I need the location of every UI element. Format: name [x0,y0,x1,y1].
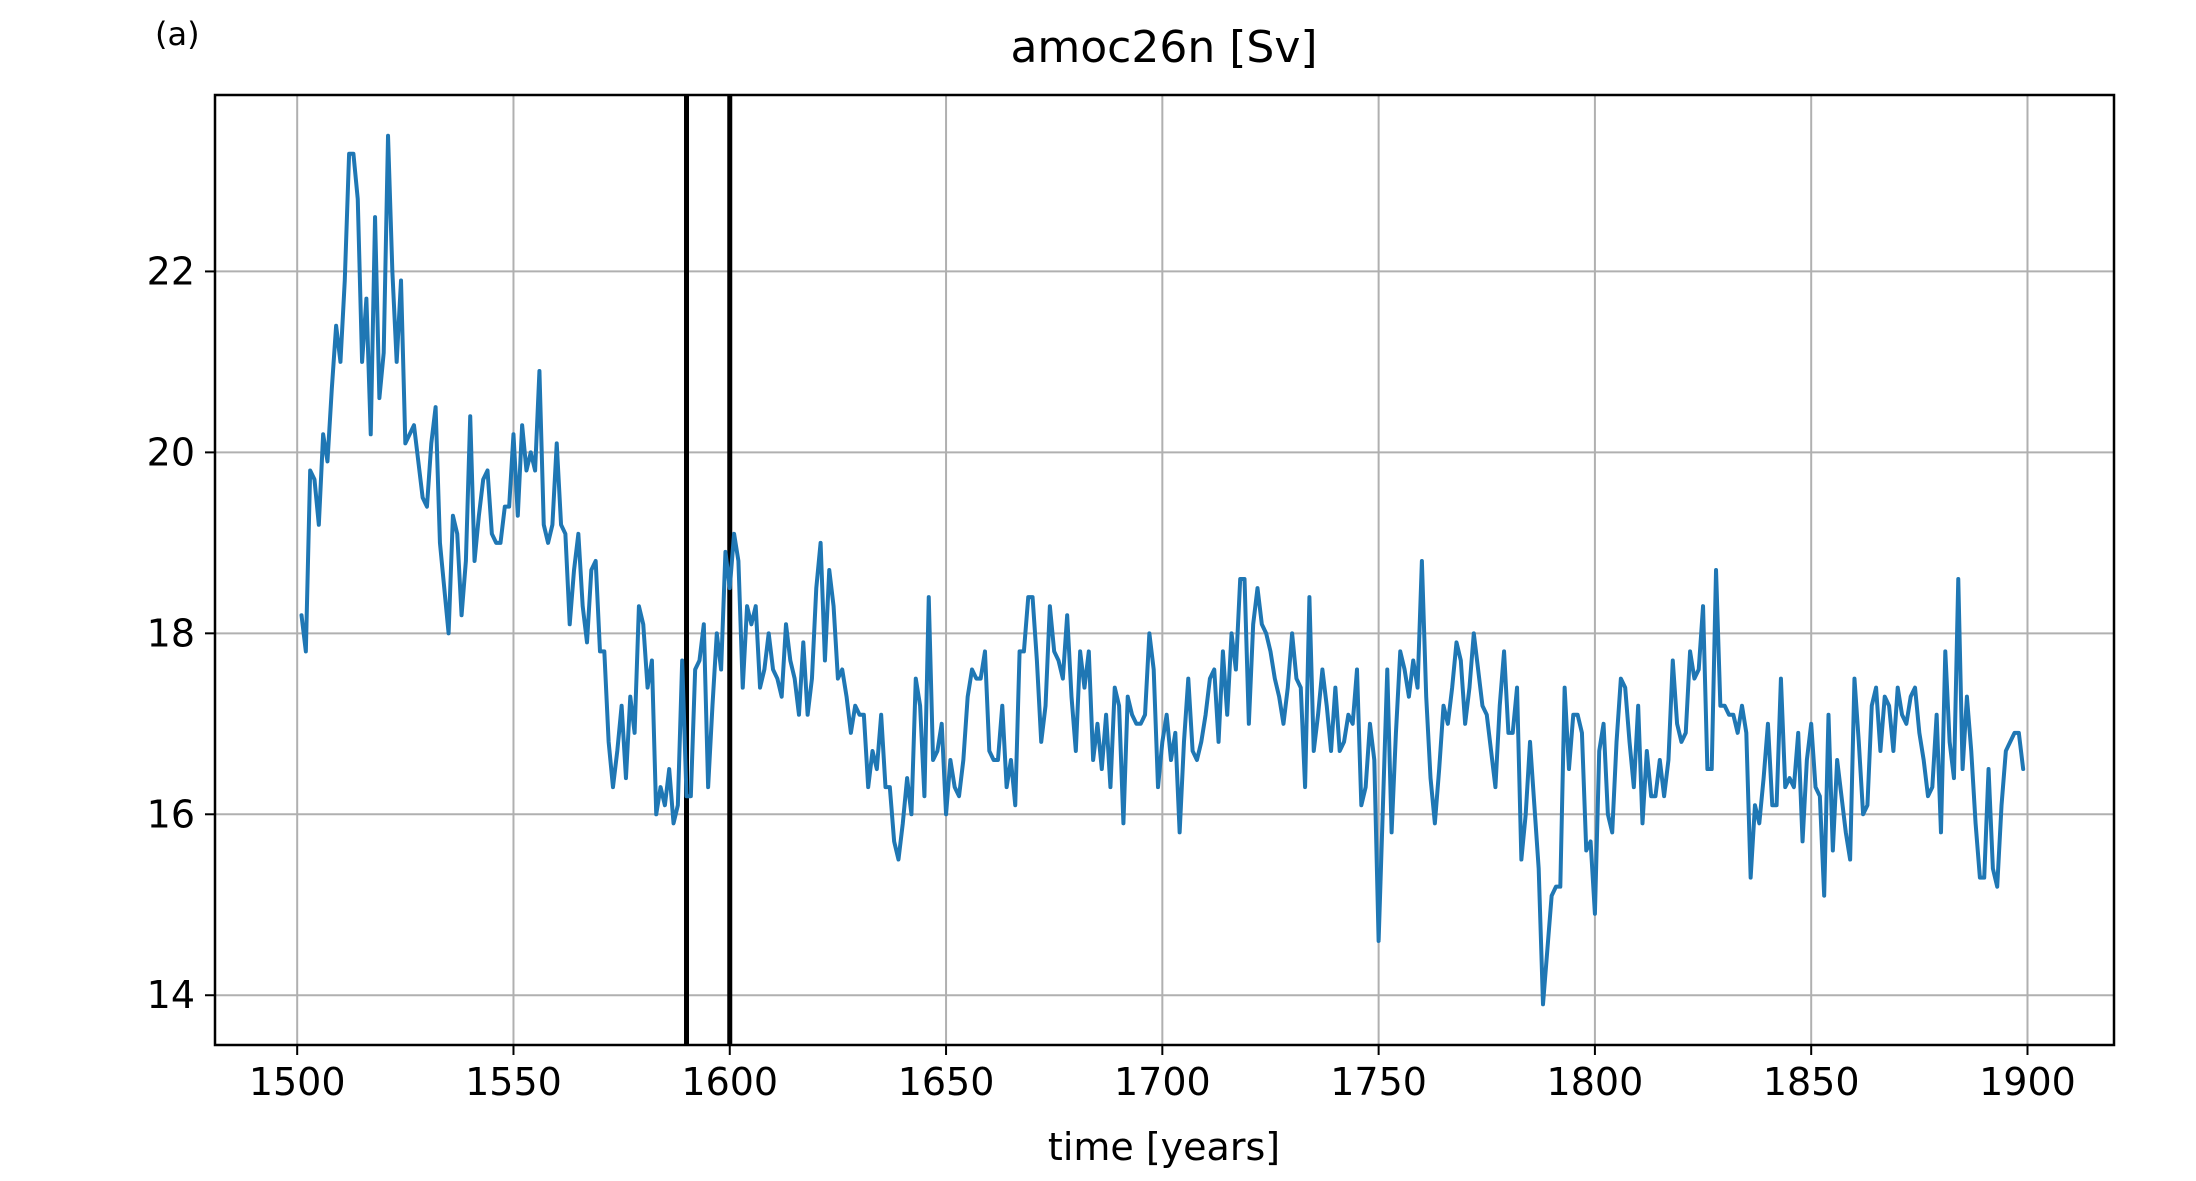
y-tick-label: 22 [147,249,195,293]
panel-label: (a) [155,15,200,53]
x-tick-label: 1800 [1547,1060,1644,1104]
gridlines [215,95,2114,1045]
y-axis-ticks: 14 16 18 20 22 [147,249,215,1017]
y-tick-label: 14 [147,973,195,1017]
x-tick-label: 1600 [681,1060,778,1104]
plot-frame [213,93,2116,1047]
x-axis-ticks: 1500 1550 1600 1650 1700 1750 1800 1850 1900 [249,1045,2076,1104]
x-tick-label: 1850 [1763,1060,1860,1104]
x-axis-label: time [years] [1048,1125,1280,1169]
x-tick-label: 1650 [898,1060,995,1104]
x-tick-label: 1550 [465,1060,562,1104]
x-tick-label: 1500 [249,1060,346,1104]
x-tick-label: 1750 [1330,1060,1427,1104]
series-line-amoc26n [299,133,2026,1007]
x-tick-label: 1900 [1979,1060,2076,1104]
y-tick-label: 18 [147,611,195,655]
chart-title: amoc26n [Sv] [1010,22,1317,73]
y-tick-label: 16 [147,792,195,836]
x-tick-label: 1700 [1114,1060,1211,1104]
y-tick-label: 20 [147,430,195,474]
